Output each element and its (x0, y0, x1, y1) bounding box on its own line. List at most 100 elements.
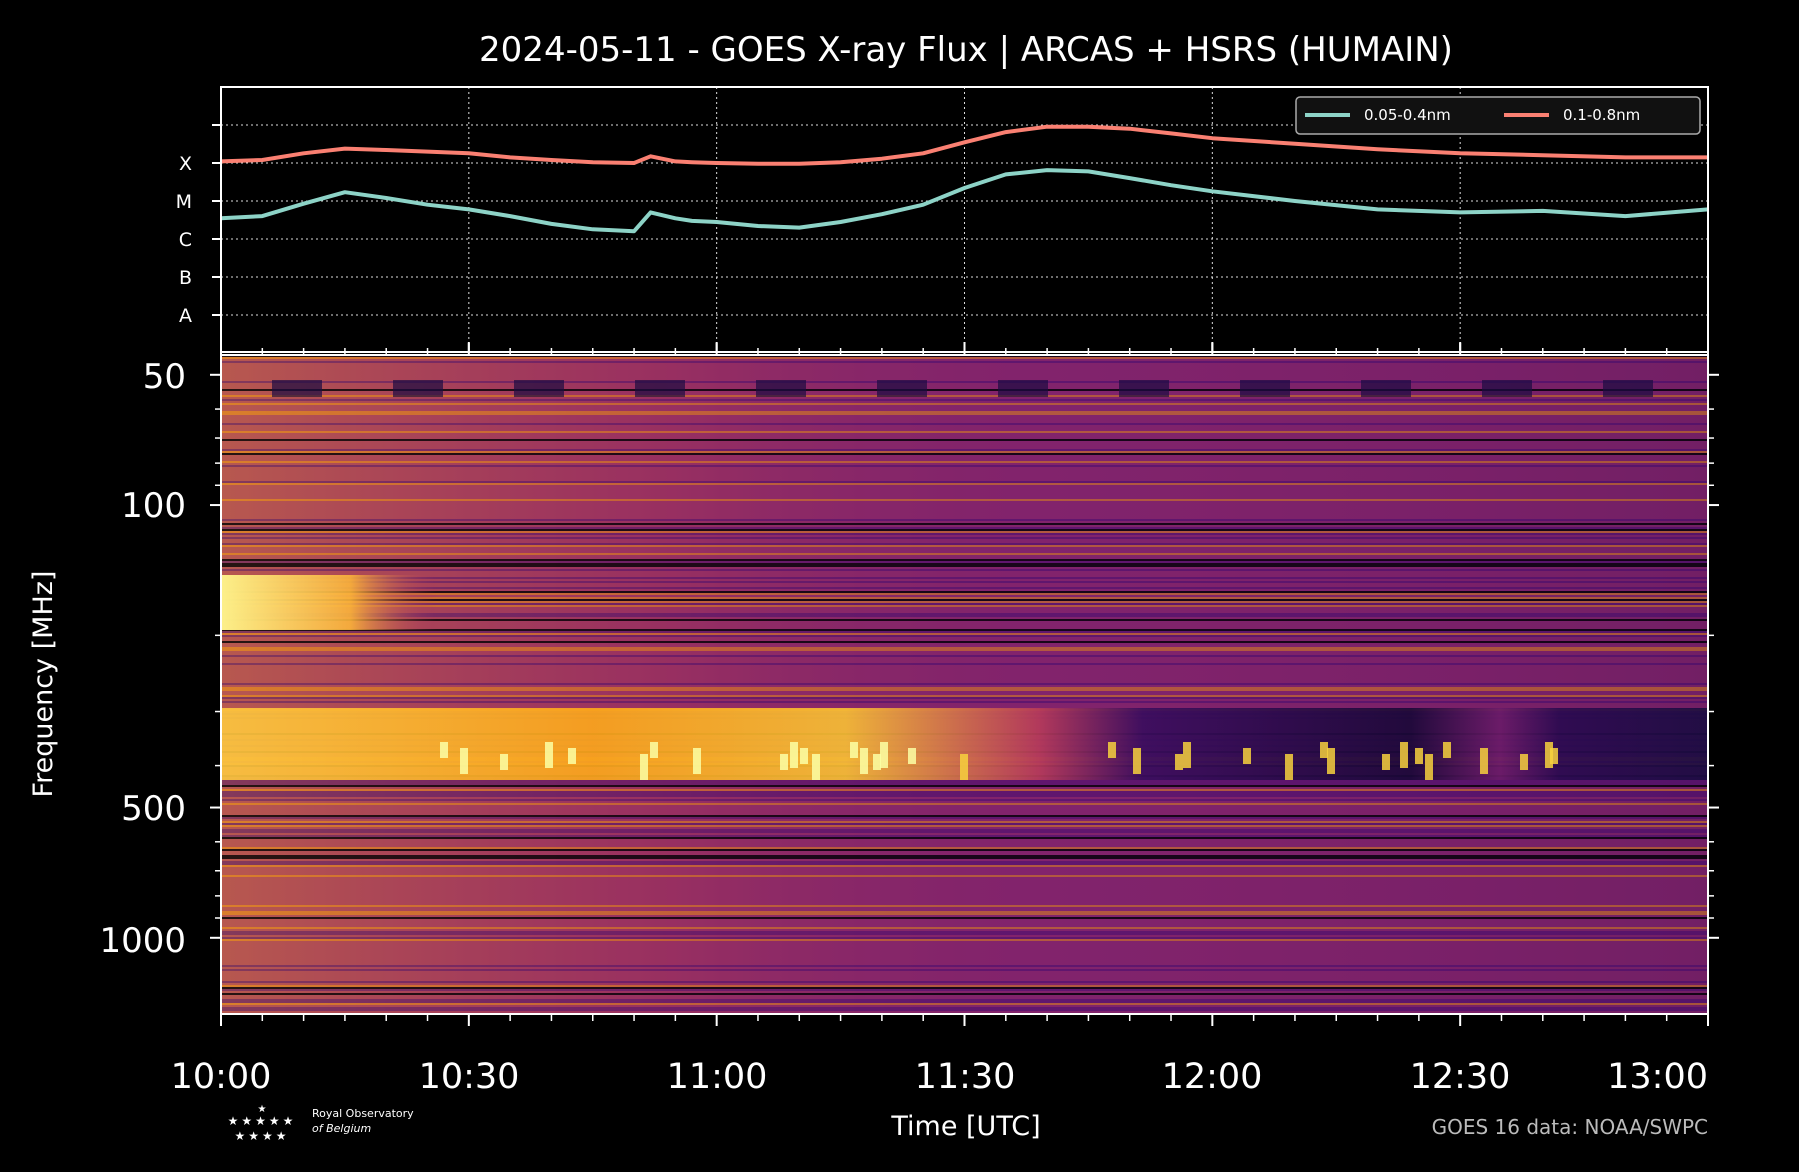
spectrogram-channel-line (221, 465, 1708, 467)
spectrogram-channel-line (221, 521, 1708, 523)
spectrogram-channel-line (221, 853, 1708, 855)
spectrogram-burst-mark (1480, 748, 1488, 774)
spectrogram-channel-line (221, 639, 1708, 641)
spectrogram-channel-line (221, 603, 1708, 605)
spectrogram-channel-line (221, 575, 1708, 577)
spectrogram-channel-line (221, 821, 1708, 823)
spectrogram-channel-line (221, 927, 1708, 929)
spectrogram-channel-line (221, 459, 1708, 461)
spectrogram-burst-mark (800, 748, 808, 764)
logo-text-line1: Royal Observatory (312, 1107, 414, 1120)
spectrogram-channel-line (221, 803, 1708, 805)
spectrogram-channel-line (221, 545, 1708, 547)
spectrogram-channel-line (221, 399, 1708, 401)
spectrogram-channel-line (221, 655, 1708, 657)
goes-class-label: B (179, 267, 192, 289)
spectrogram-channel-line (221, 703, 1708, 705)
spectrogram-channel-line (221, 919, 1708, 921)
spectrogram-channel-line (221, 989, 1708, 991)
spectrogram-channel-line (221, 699, 1708, 701)
spectrogram-channel-line (221, 501, 1708, 503)
spectrogram-channel-line (221, 533, 1708, 535)
spectrogram-channel-line (221, 431, 1708, 433)
spectrogram-channel-line (221, 553, 1708, 555)
spectrogram-dark-block (1361, 380, 1411, 397)
spectrogram-channel-line (221, 983, 1708, 985)
spectrogram-channel-line (221, 885, 1708, 887)
spectrogram-channel-line (221, 367, 1708, 369)
spectrogram-channel-line (221, 445, 1708, 447)
spectrogram-channel-line (221, 565, 1708, 567)
spectrogram-channel-line (221, 663, 1708, 665)
spectrogram-channel-line (221, 485, 1708, 487)
spectrogram-channel-line (221, 913, 1708, 915)
spectrogram-channel-line (221, 457, 1708, 459)
spectrogram-channel-line (221, 461, 1708, 463)
spectrogram-channel-line (221, 961, 1708, 963)
radio-burst-region (221, 575, 437, 630)
spectrogram-dark-block (756, 380, 806, 397)
spectrogram-channel-line (221, 537, 1708, 539)
spectrogram-channel-line (221, 933, 1708, 935)
spectrogram-channel-line (221, 861, 1708, 863)
spectrogram-channel-line (221, 845, 1708, 847)
spectrogram-channel-line (221, 427, 1708, 429)
spectrogram-ylabel: Frequency [MHz] (28, 571, 59, 798)
goes-grid (221, 87, 1708, 352)
spectrogram-channel-line (221, 409, 1708, 411)
spectrogram-channel-line (221, 1009, 1708, 1011)
spectrogram-channel-line (221, 581, 1708, 583)
spectrogram-channel-line (221, 357, 1708, 359)
spectrogram-channel-line (221, 623, 1708, 625)
spectrogram-channel-line (221, 511, 1708, 513)
chart-title: 2024-05-11 - GOES X-ray Flux | ARCAS + H… (479, 30, 1453, 70)
logo-stars-row2-icon: ★★★★ (234, 1129, 289, 1143)
logo-stars-row-icon: ★★★★★ (228, 1114, 297, 1128)
xtick-label: 12:30 (1410, 1057, 1511, 1097)
spectrogram-channel-line (221, 643, 1708, 645)
spectrogram-channel-line (221, 889, 1708, 891)
spectrogram-channel-line (221, 949, 1708, 951)
spectrogram-channel-line (221, 587, 1708, 589)
spectrogram-burst-mark (1415, 748, 1423, 764)
spectrogram-channel-line (221, 519, 1708, 521)
spectrogram-channel-line (221, 645, 1708, 647)
spectrogram-channel-line (221, 973, 1708, 975)
spectrogram-channel-line (221, 979, 1708, 981)
spectrogram-channel-line (221, 509, 1708, 511)
spectrogram-channel-line (221, 599, 1708, 601)
spectrogram-channel-line (221, 903, 1708, 905)
spectrogram-channel-line (221, 653, 1708, 655)
goes-class-label: M (176, 191, 192, 213)
spectrogram-burst-mark (1285, 754, 1293, 780)
xaxis-label: Time [UTC] (890, 1111, 1040, 1142)
spectrogram-channel-line (221, 943, 1708, 945)
spectrogram-burst-mark (860, 748, 868, 774)
spectrogram-channel-line (221, 381, 1708, 383)
spectrogram-channel-line (221, 467, 1708, 469)
spectrogram-channel-line (221, 635, 1708, 637)
logo-star-icon: ★ (258, 1104, 267, 1115)
spectrogram-channel-line (221, 499, 1708, 501)
spectrogram-channel-line (221, 791, 1708, 793)
spectrogram-channel-line (221, 681, 1708, 683)
spectrogram-channel-line (221, 869, 1708, 871)
spectrogram-channel-line (221, 887, 1708, 889)
spectrogram-channel-line (221, 801, 1708, 803)
spectrogram-channel-line (221, 613, 1708, 615)
spectrogram-burst-mark (1425, 754, 1433, 780)
spectrogram-channel-line (221, 539, 1708, 541)
spectrogram-channel-line (221, 785, 1708, 787)
goes-class-label: C (179, 229, 192, 251)
spectrogram-channel-line (221, 895, 1708, 897)
spectrogram-channel-line (221, 909, 1708, 911)
spectrogram-channel-line (221, 787, 1708, 789)
spectrogram-channel-line (221, 385, 1708, 387)
spectrogram-burst-mark (1382, 754, 1390, 770)
spectrogram-channel-line (221, 851, 1708, 853)
spectrogram-dark-block (635, 380, 685, 397)
spectrogram-channel-line (221, 965, 1708, 967)
spectrogram-channel-line (221, 657, 1708, 659)
